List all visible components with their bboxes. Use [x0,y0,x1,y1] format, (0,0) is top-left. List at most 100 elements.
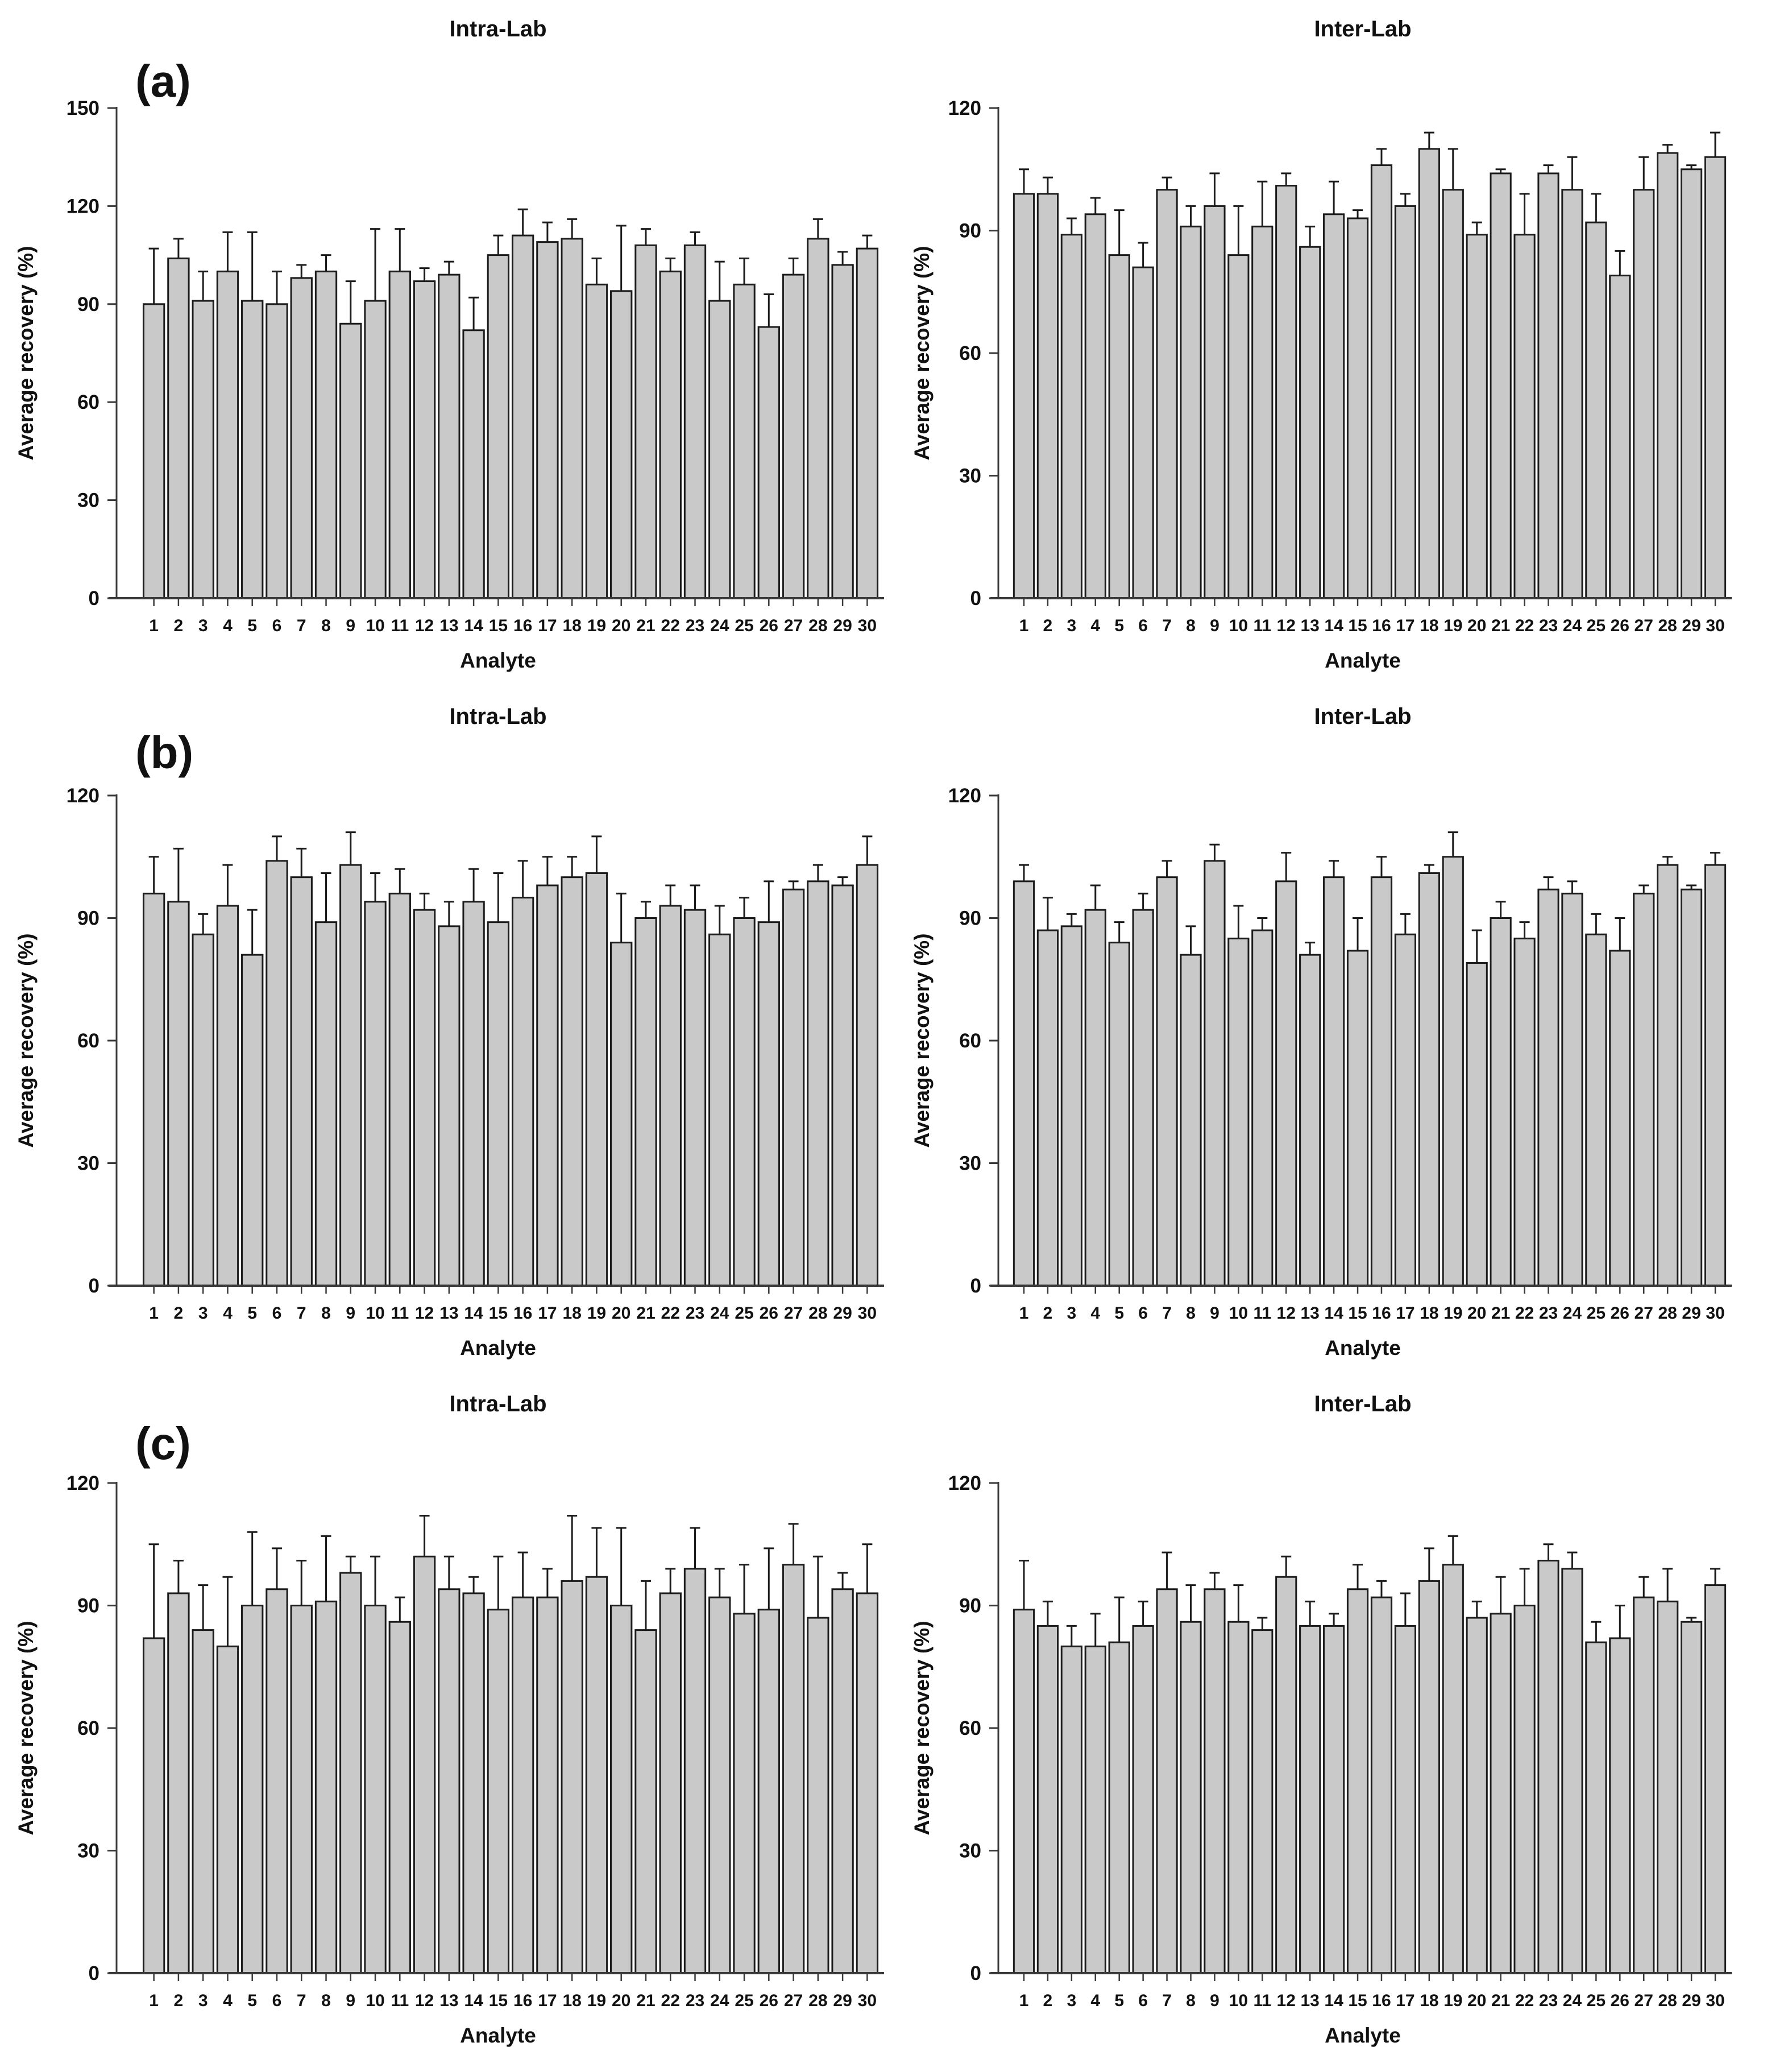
bar [487,254,510,599]
bar [216,270,239,599]
y-tick-label: 0 [89,1275,99,1297]
x-tick-label: 30 [1706,616,1724,635]
bar [142,892,165,1287]
bar [364,300,387,599]
y-tick-label: 0 [89,1962,99,1985]
x-tick-label: 11 [391,1304,409,1323]
x-tick-label: 13 [1300,1304,1319,1323]
bar [1036,193,1059,599]
bar [1680,168,1703,599]
x-tick-label: 26 [1611,1304,1629,1323]
x-tick-label: 10 [1229,1304,1248,1323]
y-tick-label: 30 [959,1153,981,1175]
bar [1108,254,1130,599]
y-tick-label: 120 [67,1472,99,1494]
x-tick-label: 6 [1138,1991,1148,2010]
bar [659,905,682,1287]
bar [1036,1625,1059,1974]
bar [1609,1637,1631,1974]
bar [536,884,559,1287]
x-tick-label: 27 [784,1304,803,1323]
x-tick-label: 17 [1396,616,1414,635]
bar [511,897,534,1287]
bar [536,1596,559,1974]
x-tick-label: 15 [489,616,508,635]
bar [1633,892,1655,1287]
bar [733,917,756,1287]
x-tick-label: 3 [1067,616,1076,635]
bar [266,303,288,599]
bar [388,892,411,1287]
y-axis-title: Average recovery (%) [910,246,934,460]
bar [1442,1564,1464,1974]
bar [216,905,239,1287]
x-tick-label: 18 [562,1991,581,2010]
x-tick-label: 26 [1611,1991,1629,2010]
x-tick-label: 1 [1019,1991,1029,2010]
y-tick-label: 0 [970,587,981,610]
y-tick-label: 30 [77,1840,99,1862]
x-tick-label: 20 [1467,1991,1486,2010]
x-tick-label: 25 [735,1304,753,1323]
bar [1490,917,1512,1287]
panel-letter: (b) [135,727,193,778]
bar [364,901,387,1287]
bar [462,329,485,599]
bar [1442,189,1464,599]
x-tick-label: 7 [1162,1991,1172,2010]
x-tick-label: 25 [1587,1991,1606,2010]
bar [192,1629,214,1974]
x-tick-label: 17 [538,616,557,635]
x-tick-label: 21 [1491,616,1510,635]
x-tick-label: 16 [513,1304,532,1323]
bar [1060,925,1082,1287]
y-tick-label: 90 [959,220,981,242]
y-tick-label: 90 [959,908,981,930]
x-tick-label: 13 [439,1991,458,2010]
bar [216,1645,239,1974]
x-tick-label: 30 [1706,1304,1724,1323]
bar [1466,1617,1488,1974]
panel-c-inter: Inter-Lab 0 30 60 90 120 1 2 3 4 5 6 7 8 9 10 11 12 13 14 15… [896,1375,1792,2063]
y-tick-label: 120 [67,195,99,217]
bar [1490,172,1512,599]
bar [1657,152,1679,599]
bar [192,933,214,1287]
x-tick-label: 11 [391,1991,409,2010]
bar [1013,880,1035,1287]
bar [314,921,338,1287]
x-tick-label: 9 [1210,1991,1219,2010]
bar [266,860,288,1287]
bar [1084,1645,1106,1974]
x-tick-label: 5 [1114,1304,1124,1323]
bar [1609,950,1631,1287]
bar [1657,1600,1679,1974]
x-tick-label: 23 [686,1304,704,1323]
x-tick-label: 20 [1467,616,1486,635]
bar [585,1576,608,1974]
bar [1346,217,1369,599]
bar [241,1605,264,1974]
x-tick-label: 29 [1682,1991,1700,2010]
bar [1418,148,1440,599]
x-tick-label: 2 [174,616,184,635]
chart-title: Inter-Lab [1314,16,1411,42]
bar [1394,1625,1417,1974]
x-tick-label: 9 [1210,1304,1219,1323]
x-tick-label: 18 [1420,1304,1438,1323]
bar [1251,929,1274,1287]
y-tick-label: 60 [77,1030,99,1052]
x-tick-label: 18 [562,616,581,635]
bar [1013,1609,1035,1974]
x-tick-label: 13 [1300,1991,1319,2010]
bar [290,876,313,1287]
bar [314,1600,338,1974]
bar [1299,1625,1321,1974]
x-tick-label: 25 [1587,616,1606,635]
x-tick-label: 3 [198,616,208,635]
bar [708,933,731,1287]
x-tick-label: 7 [1162,616,1172,635]
bar [241,954,264,1287]
x-tick-label: 14 [1324,616,1343,635]
